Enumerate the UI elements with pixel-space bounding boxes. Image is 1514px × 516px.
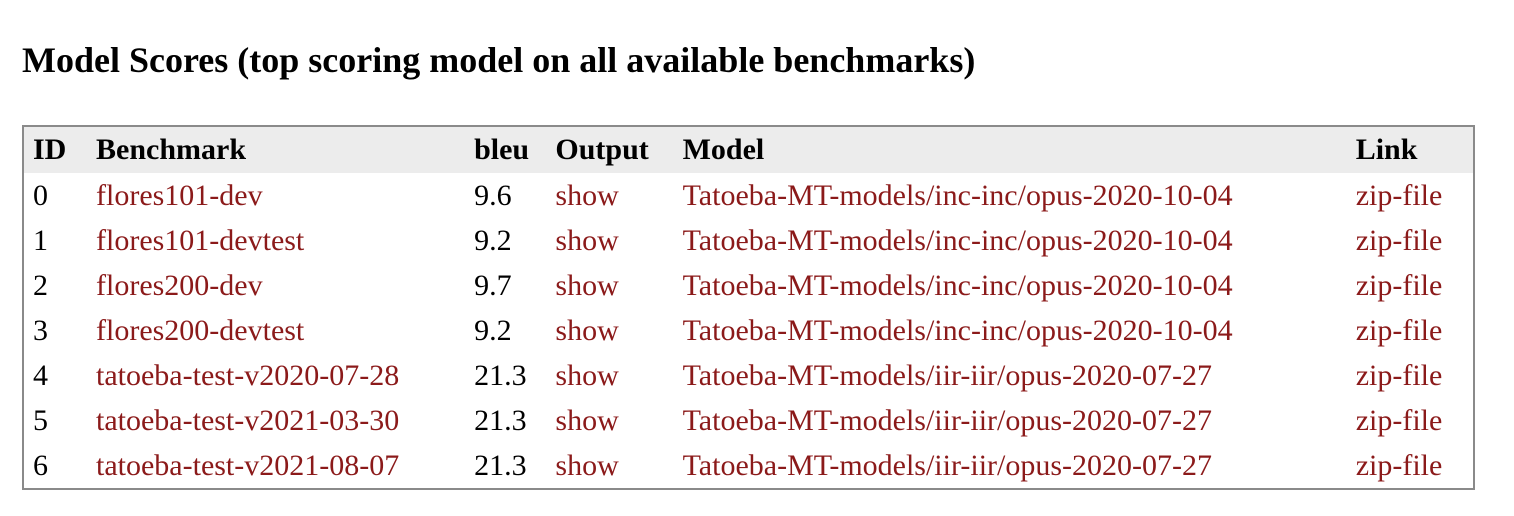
bleu-score: 9.6	[474, 178, 512, 212]
row-id: 6	[33, 448, 48, 482]
table-header-row: ID Benchmark bleu Output Model Link	[24, 127, 1473, 173]
header-output: Output	[555, 133, 649, 166]
bleu-score: 9.2	[474, 313, 512, 347]
table-row: 1 flores101-devtest 9.2 show Tatoeba-MT-…	[24, 218, 1473, 263]
model-link[interactable]: Tatoeba-MT-models/inc-inc/opus-2020-10-0…	[682, 313, 1233, 347]
page-title: Model Scores (top scoring model on all a…	[22, 40, 976, 80]
benchmark-link[interactable]: tatoeba-test-v2020-07-28	[96, 358, 400, 392]
show-output-link[interactable]: show	[555, 448, 619, 482]
table-row: 4 tatoeba-test-v2020-07-28 21.3 show Tat…	[24, 353, 1473, 398]
model-link[interactable]: Tatoeba-MT-models/iir-iir/opus-2020-07-2…	[682, 403, 1213, 437]
table-row: 0 flores101-dev 9.6 show Tatoeba-MT-mode…	[24, 173, 1473, 218]
model-scores-table: ID Benchmark bleu Output Model Link 0 fl…	[22, 125, 1475, 490]
header-benchmark: Benchmark	[96, 133, 246, 166]
show-output-link[interactable]: show	[555, 268, 619, 302]
model-link[interactable]: Tatoeba-MT-models/inc-inc/opus-2020-10-0…	[682, 268, 1233, 302]
benchmark-link[interactable]: flores101-devtest	[96, 223, 305, 257]
zip-file-link[interactable]: zip-file	[1355, 448, 1443, 482]
zip-file-link[interactable]: zip-file	[1355, 178, 1443, 212]
row-id: 1	[33, 223, 48, 257]
row-id: 2	[33, 268, 48, 302]
row-id: 5	[33, 403, 48, 437]
show-output-link[interactable]: show	[555, 223, 619, 257]
table-row: 6 tatoeba-test-v2021-08-07 21.3 show Tat…	[24, 443, 1473, 488]
header-link: Link	[1355, 133, 1418, 166]
zip-file-link[interactable]: zip-file	[1355, 313, 1443, 347]
bleu-score: 21.3	[474, 448, 527, 482]
bleu-score: 9.2	[474, 223, 512, 257]
header-model: Model	[682, 133, 765, 166]
table-row: 2 flores200-dev 9.7 show Tatoeba-MT-mode…	[24, 263, 1473, 308]
bleu-score: 9.7	[474, 268, 512, 302]
bleu-score: 21.3	[474, 358, 527, 392]
benchmark-link[interactable]: flores200-devtest	[96, 313, 305, 347]
benchmark-link[interactable]: flores101-dev	[96, 178, 263, 212]
model-link[interactable]: Tatoeba-MT-models/iir-iir/opus-2020-07-2…	[682, 448, 1213, 482]
header-id: ID	[33, 133, 67, 166]
row-id: 3	[33, 313, 48, 347]
show-output-link[interactable]: show	[555, 358, 619, 392]
zip-file-link[interactable]: zip-file	[1355, 358, 1443, 392]
zip-file-link[interactable]: zip-file	[1355, 403, 1443, 437]
benchmark-link[interactable]: tatoeba-test-v2021-03-30	[96, 403, 400, 437]
zip-file-link[interactable]: zip-file	[1355, 268, 1443, 302]
benchmark-link[interactable]: flores200-dev	[96, 268, 263, 302]
benchmark-link[interactable]: tatoeba-test-v2021-08-07	[96, 448, 400, 482]
header-bleu: bleu	[474, 133, 530, 166]
show-output-link[interactable]: show	[555, 178, 619, 212]
model-link[interactable]: Tatoeba-MT-models/inc-inc/opus-2020-10-0…	[682, 223, 1233, 257]
row-id: 4	[33, 358, 48, 392]
table-row: 3 flores200-devtest 9.2 show Tatoeba-MT-…	[24, 308, 1473, 353]
show-output-link[interactable]: show	[555, 313, 619, 347]
model-link[interactable]: Tatoeba-MT-models/inc-inc/opus-2020-10-0…	[682, 178, 1233, 212]
zip-file-link[interactable]: zip-file	[1355, 223, 1443, 257]
bleu-score: 21.3	[474, 403, 527, 437]
table-row: 5 tatoeba-test-v2021-03-30 21.3 show Tat…	[24, 398, 1473, 443]
row-id: 0	[33, 178, 48, 212]
show-output-link[interactable]: show	[555, 403, 619, 437]
model-link[interactable]: Tatoeba-MT-models/iir-iir/opus-2020-07-2…	[682, 358, 1213, 392]
